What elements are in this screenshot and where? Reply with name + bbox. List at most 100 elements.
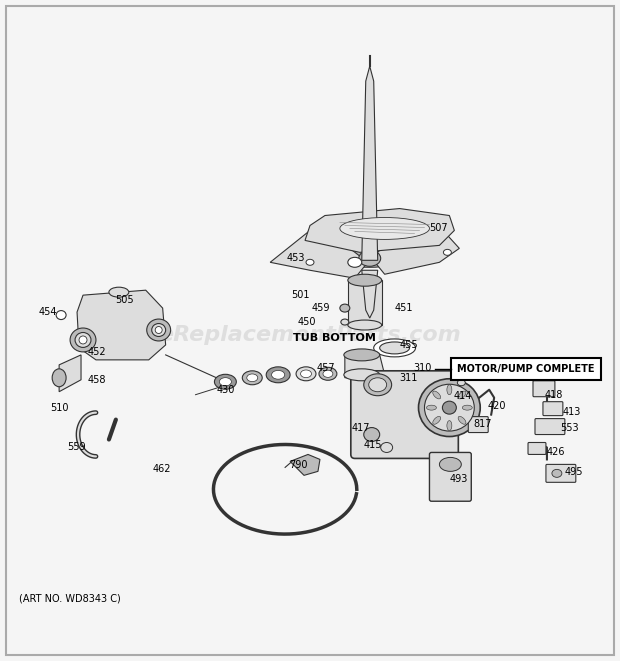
Ellipse shape — [458, 416, 466, 424]
Ellipse shape — [272, 370, 285, 379]
Text: 790: 790 — [290, 461, 308, 471]
Text: eReplacementParts.com: eReplacementParts.com — [159, 325, 461, 345]
Ellipse shape — [344, 369, 379, 381]
Ellipse shape — [242, 371, 262, 385]
Text: 505: 505 — [115, 295, 134, 305]
Ellipse shape — [418, 379, 480, 436]
Polygon shape — [59, 355, 81, 392]
Ellipse shape — [425, 384, 474, 431]
Text: 495: 495 — [565, 467, 583, 477]
Text: 430: 430 — [217, 385, 236, 395]
Ellipse shape — [340, 217, 430, 239]
Ellipse shape — [447, 420, 452, 430]
Ellipse shape — [79, 336, 87, 344]
Polygon shape — [345, 355, 384, 378]
Text: 457: 457 — [316, 363, 335, 373]
Text: 450: 450 — [298, 317, 316, 327]
FancyBboxPatch shape — [430, 452, 471, 501]
Polygon shape — [361, 270, 378, 318]
Ellipse shape — [155, 327, 162, 334]
Polygon shape — [290, 455, 320, 475]
Text: 493: 493 — [450, 475, 467, 485]
Ellipse shape — [443, 401, 456, 414]
Text: 414: 414 — [453, 391, 472, 401]
Text: 453: 453 — [286, 253, 305, 263]
Text: 418: 418 — [545, 390, 564, 400]
Ellipse shape — [433, 391, 441, 399]
FancyBboxPatch shape — [535, 418, 565, 434]
Ellipse shape — [348, 257, 361, 267]
FancyBboxPatch shape — [533, 381, 555, 397]
Ellipse shape — [344, 349, 379, 361]
FancyBboxPatch shape — [351, 371, 458, 459]
Text: 454: 454 — [38, 307, 57, 317]
Ellipse shape — [359, 251, 381, 266]
Ellipse shape — [52, 369, 66, 387]
Ellipse shape — [215, 374, 236, 389]
Ellipse shape — [463, 405, 472, 410]
Polygon shape — [372, 215, 459, 274]
Text: 417: 417 — [352, 422, 370, 432]
Text: 462: 462 — [152, 465, 171, 475]
Polygon shape — [305, 209, 454, 253]
Text: 501: 501 — [291, 290, 310, 300]
Ellipse shape — [369, 378, 387, 392]
Text: 507: 507 — [430, 223, 448, 233]
Ellipse shape — [552, 469, 562, 477]
Ellipse shape — [147, 319, 171, 341]
Text: 451: 451 — [394, 303, 413, 313]
Text: 452: 452 — [87, 347, 106, 357]
Ellipse shape — [266, 367, 290, 383]
Ellipse shape — [364, 428, 379, 442]
Ellipse shape — [379, 342, 410, 354]
Ellipse shape — [306, 259, 314, 265]
Polygon shape — [361, 66, 378, 260]
Text: TUB BOTTOM: TUB BOTTOM — [293, 333, 376, 343]
Ellipse shape — [56, 311, 66, 319]
Text: 510: 510 — [51, 403, 69, 412]
Ellipse shape — [341, 319, 349, 325]
Ellipse shape — [109, 287, 129, 297]
Ellipse shape — [447, 385, 452, 395]
Ellipse shape — [301, 370, 311, 377]
Ellipse shape — [219, 377, 231, 386]
Ellipse shape — [70, 328, 96, 352]
Text: 415: 415 — [363, 440, 382, 451]
Ellipse shape — [381, 442, 392, 452]
Text: (ART NO. WD8343 C): (ART NO. WD8343 C) — [19, 594, 121, 603]
Ellipse shape — [458, 391, 466, 399]
FancyBboxPatch shape — [543, 402, 563, 416]
Text: 817: 817 — [473, 418, 492, 428]
Polygon shape — [270, 231, 368, 278]
Ellipse shape — [374, 339, 415, 357]
Text: 311: 311 — [400, 373, 418, 383]
Ellipse shape — [348, 274, 382, 286]
Ellipse shape — [433, 416, 441, 424]
FancyBboxPatch shape — [468, 416, 488, 432]
FancyBboxPatch shape — [546, 465, 576, 483]
Ellipse shape — [296, 367, 316, 381]
Ellipse shape — [440, 457, 461, 471]
Bar — [451, 358, 601, 380]
Ellipse shape — [340, 304, 350, 312]
Text: 413: 413 — [563, 407, 581, 416]
Ellipse shape — [319, 368, 337, 380]
Ellipse shape — [152, 323, 166, 336]
Ellipse shape — [458, 380, 465, 386]
Ellipse shape — [339, 249, 401, 267]
Ellipse shape — [247, 374, 258, 381]
Text: 455: 455 — [400, 340, 419, 350]
FancyBboxPatch shape — [528, 442, 546, 455]
Text: MOTOR/PUMP COMPLETE: MOTOR/PUMP COMPLETE — [458, 364, 595, 374]
Ellipse shape — [348, 320, 382, 330]
Text: 426: 426 — [547, 447, 565, 457]
Ellipse shape — [364, 374, 392, 396]
Ellipse shape — [75, 332, 91, 348]
Polygon shape — [77, 290, 166, 360]
Text: 420: 420 — [487, 401, 506, 410]
Text: 553: 553 — [560, 422, 578, 432]
Bar — [348, 280, 382, 325]
Ellipse shape — [443, 249, 451, 255]
Ellipse shape — [323, 370, 333, 377]
Ellipse shape — [427, 405, 436, 410]
